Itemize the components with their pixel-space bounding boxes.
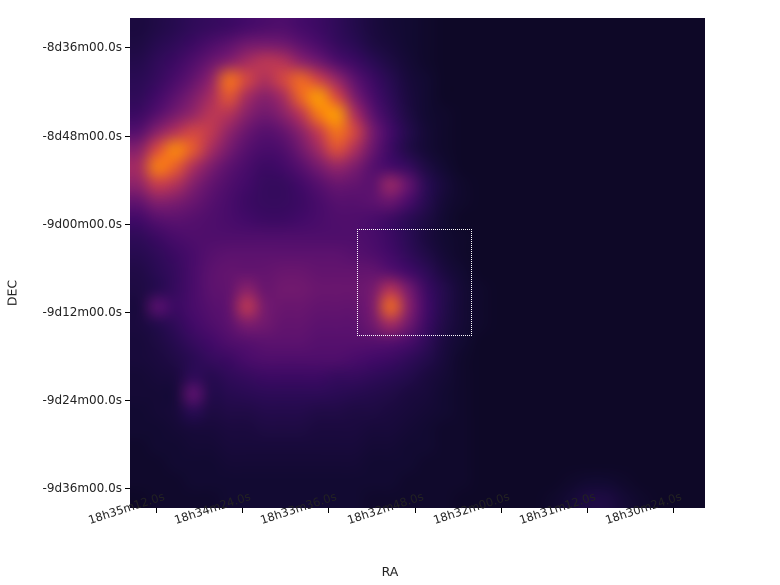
x-tick bbox=[156, 508, 157, 513]
y-tick-label: -9d12m00.0s bbox=[42, 305, 130, 319]
y-tick-label: -9d00m00.0s bbox=[42, 217, 130, 231]
x-tick bbox=[587, 508, 588, 513]
x-tick bbox=[328, 508, 329, 513]
roi-box bbox=[357, 229, 472, 337]
y-tick-label: -9d36m00.0s bbox=[42, 481, 130, 495]
x-tick bbox=[242, 508, 243, 513]
y-tick-label: -8d36m00.0s bbox=[42, 40, 130, 54]
x-axis-label: RA bbox=[382, 564, 399, 579]
x-tick bbox=[415, 508, 416, 513]
x-tick bbox=[673, 508, 674, 513]
x-tick bbox=[501, 508, 502, 513]
heatmap-axes: -8d36m00.0s-8d48m00.0s-9d00m00.0s-9d12m0… bbox=[130, 18, 705, 508]
y-axis-label: DEC bbox=[5, 279, 20, 305]
figure: -8d36m00.0s -8d48m00.0s -9d00m00.0s -9d12m0… bbox=[0, 0, 780, 585]
y-tick-label: -9d24m00.0s bbox=[42, 393, 130, 407]
y-tick-label: -8d48m00.0s bbox=[42, 129, 130, 143]
